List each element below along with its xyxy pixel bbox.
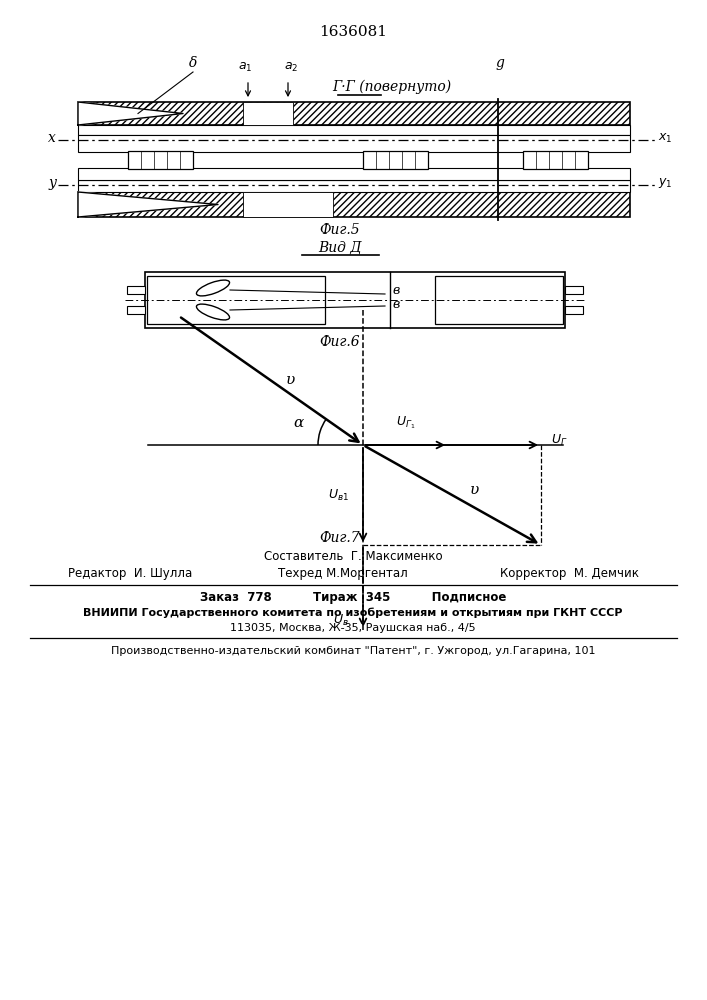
- Bar: [243, 192, 333, 217]
- Text: Техред М.Моргентал: Техред М.Моргентал: [278, 566, 408, 580]
- Text: Составитель  Г. Максименко: Составитель Г. Максименко: [264, 550, 443, 564]
- Bar: [78, 125, 630, 135]
- Bar: [128, 151, 193, 169]
- Polygon shape: [78, 102, 183, 125]
- Text: в: в: [392, 284, 399, 296]
- Bar: [78, 135, 630, 152]
- Bar: [78, 102, 630, 125]
- Text: $U_{в1}$: $U_{в1}$: [328, 487, 349, 503]
- Text: $U_в$: $U_в$: [333, 612, 349, 628]
- Text: в: в: [392, 298, 399, 310]
- Text: Заказ  778          Тираж  345          Подписное: Заказ 778 Тираж 345 Подписное: [200, 591, 506, 604]
- Text: υ: υ: [286, 373, 295, 387]
- Bar: [565, 286, 583, 294]
- Text: $y_1$: $y_1$: [658, 176, 672, 190]
- Polygon shape: [78, 192, 218, 217]
- Text: Редактор  И. Шулла: Редактор И. Шулла: [68, 566, 192, 580]
- Ellipse shape: [197, 280, 230, 296]
- Text: υ: υ: [470, 483, 479, 497]
- Ellipse shape: [197, 304, 230, 320]
- Text: $a_2$: $a_2$: [284, 61, 298, 74]
- Text: y: y: [48, 176, 56, 190]
- Bar: [243, 102, 293, 125]
- Bar: [147, 276, 325, 324]
- Text: $x_1$: $x_1$: [658, 131, 672, 145]
- Bar: [435, 276, 563, 324]
- Bar: [127, 286, 145, 294]
- Text: x: x: [48, 131, 56, 145]
- Text: $a_1$: $a_1$: [238, 61, 252, 74]
- Text: g: g: [496, 56, 504, 70]
- Text: Г·Г (повернуто): Г·Г (повернуто): [332, 80, 452, 94]
- Text: 1636081: 1636081: [319, 25, 387, 39]
- Text: 113035, Москва, Ж-35, Раушская наб., 4/5: 113035, Москва, Ж-35, Раушская наб., 4/5: [230, 623, 476, 633]
- Bar: [127, 306, 145, 314]
- Text: Корректор  М. Демчик: Корректор М. Демчик: [500, 566, 639, 580]
- Bar: [78, 192, 630, 217]
- Bar: [523, 151, 588, 169]
- Text: α: α: [293, 416, 303, 430]
- Text: Фиг.6: Фиг.6: [320, 335, 361, 349]
- Text: ВНИИПИ Государственного комитета по изобретениям и открытиям при ГКНТ СССР: ВНИИПИ Государственного комитета по изоб…: [83, 608, 623, 618]
- Bar: [565, 306, 583, 314]
- Text: Фиг.5: Фиг.5: [320, 223, 361, 237]
- Bar: [145, 272, 565, 328]
- Text: $U_Г$: $U_Г$: [551, 432, 568, 448]
- Text: Вид Д: Вид Д: [318, 241, 362, 255]
- Bar: [363, 151, 428, 169]
- Text: Фиг.7: Фиг.7: [320, 531, 361, 545]
- Bar: [78, 168, 630, 180]
- Text: $U_{Г_1}$: $U_{Г_1}$: [396, 414, 415, 431]
- Bar: [78, 180, 630, 192]
- Text: δ: δ: [189, 56, 197, 70]
- Text: Производственно-издательский комбинат "Патент", г. Ужгород, ул.Гагарина, 101: Производственно-издательский комбинат "П…: [111, 646, 595, 656]
